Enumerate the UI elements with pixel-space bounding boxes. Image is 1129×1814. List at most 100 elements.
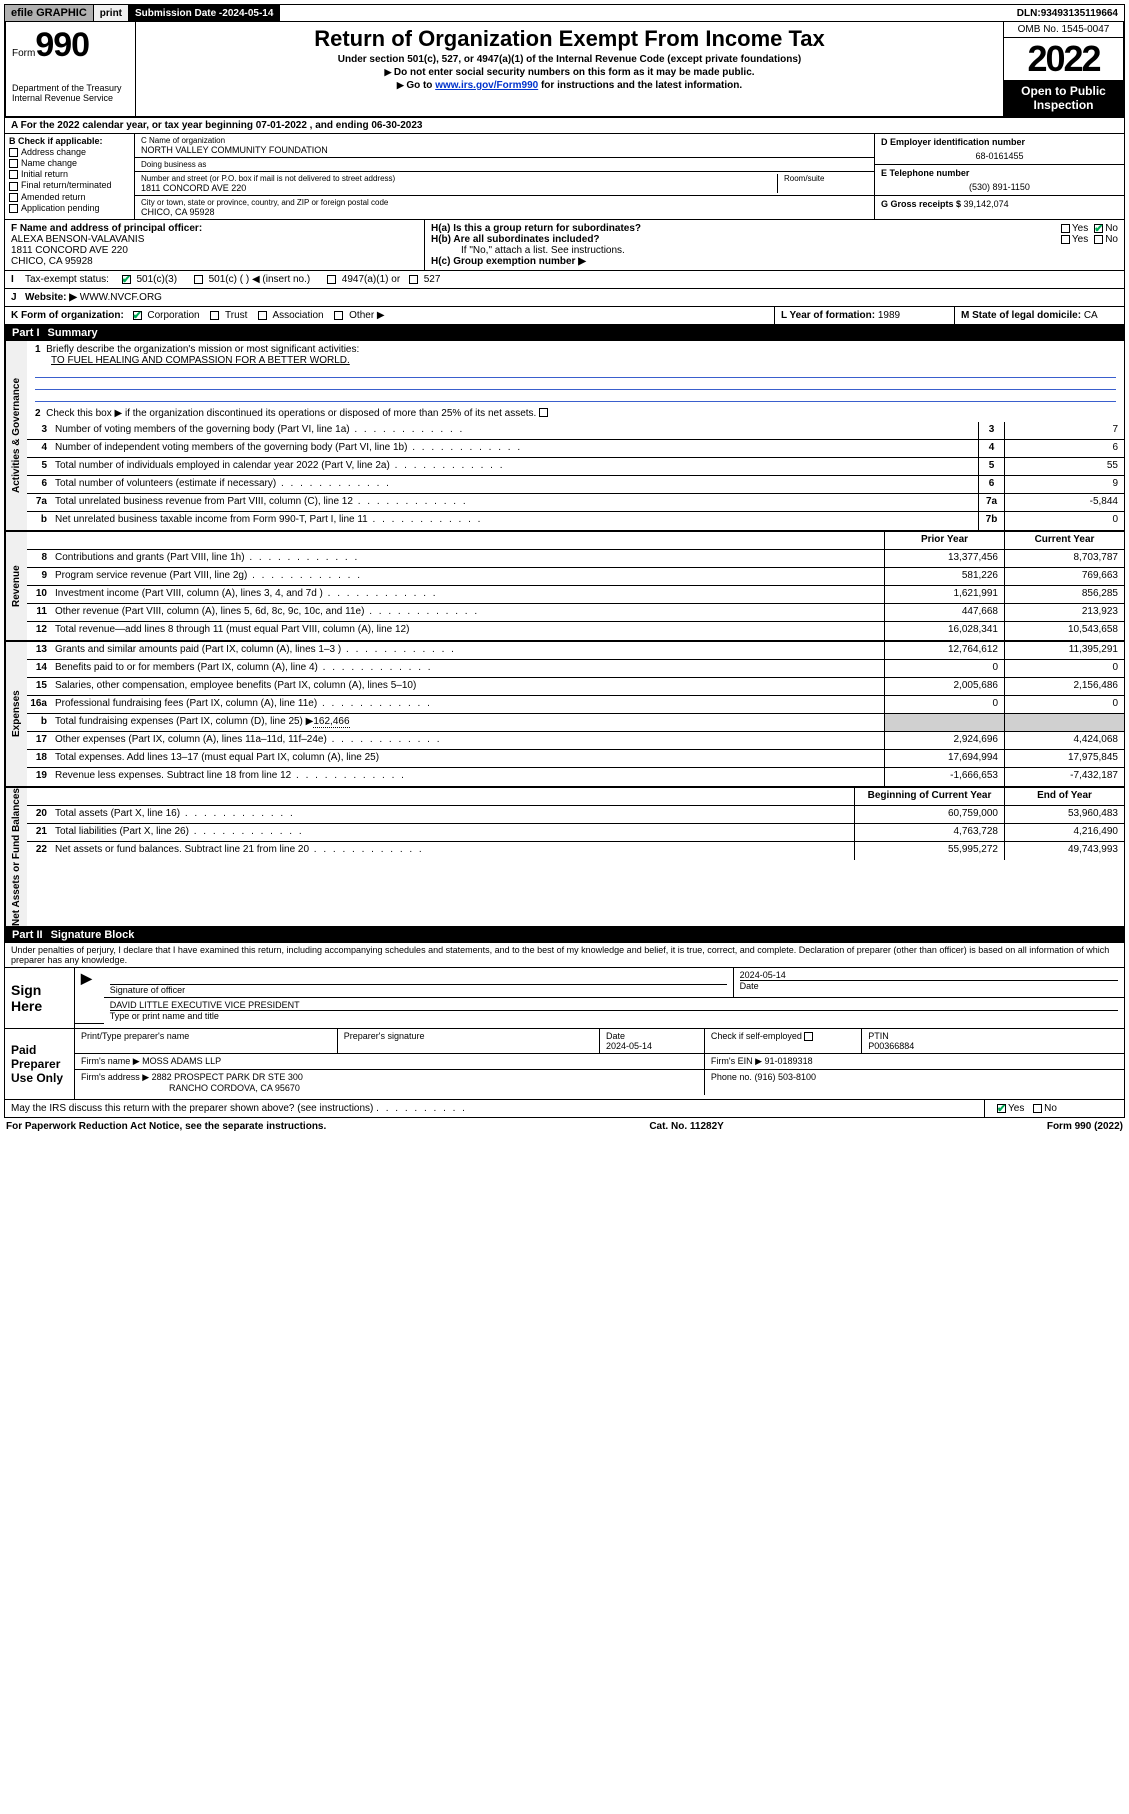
declaration-text: Under penalties of perjury, I declare th… [4, 943, 1125, 968]
form-number: 990 [35, 26, 89, 64]
v3: 7 [1004, 422, 1124, 439]
city-label: City or town, state or province, country… [141, 198, 868, 207]
i-label: Tax-exempt status: [25, 274, 109, 285]
i-501c3[interactable]: 501(c)(3) [136, 274, 177, 285]
b-final-return[interactable]: Final return/terminated [9, 180, 130, 190]
irs-link[interactable]: www.irs.gov/Form990 [435, 80, 538, 91]
k-trust[interactable]: Trust [225, 310, 247, 321]
part2-title: Signature Block [51, 929, 135, 941]
c21: 4,216,490 [1004, 824, 1124, 841]
hdr-prior: Prior Year [884, 532, 1004, 549]
room-label: Room/suite [784, 174, 868, 183]
p16b [884, 714, 1004, 731]
prep-date-hdr: Date [606, 1031, 625, 1041]
street-label: Number and street (or P.O. box if mail i… [141, 174, 771, 183]
l6: Total number of volunteers (estimate if … [51, 476, 978, 493]
form-title: Return of Organization Exempt From Incom… [144, 26, 995, 52]
c19: -7,432,187 [1004, 768, 1124, 786]
b-name-change[interactable]: Name change [9, 158, 130, 168]
l8: Contributions and grants (Part VIII, lin… [51, 550, 884, 567]
dept-label: Department of the Treasury Internal Reve… [12, 83, 129, 103]
j-label: Website: ▶ [25, 292, 77, 303]
c13: 11,395,291 [1004, 642, 1124, 659]
c15: 2,156,486 [1004, 678, 1124, 695]
hdr-curr: Current Year [1004, 532, 1124, 549]
v6: 9 [1004, 476, 1124, 493]
p10: 1,621,991 [884, 586, 1004, 603]
k-other[interactable]: Other ▶ [349, 310, 384, 321]
k-label: K Form of organization: [11, 310, 124, 321]
k-corp[interactable]: Corporation [147, 310, 199, 321]
dln-value: 93493135119664 [1041, 8, 1118, 19]
c9: 769,663 [1004, 568, 1124, 585]
line-2: 2 Check this box ▶ if the organization d… [27, 405, 1124, 422]
c16b [1004, 714, 1124, 731]
part1-summary: Activities & Governance 1 Briefly descri… [4, 341, 1125, 927]
side-activities: Activities & Governance [5, 341, 27, 530]
arrow-icon [75, 968, 104, 1023]
row-f-h: F Name and address of principal officer:… [4, 220, 1125, 271]
i-4947[interactable]: 4947(a)(1) or [342, 274, 400, 285]
v7b: 0 [1004, 512, 1124, 530]
part1-title: Summary [48, 327, 98, 339]
officer-addr2: CHICO, CA 95928 [11, 256, 418, 267]
i-501c[interactable]: 501(c) ( ) ◀ (insert no.) [209, 274, 311, 285]
hb-yesno[interactable]: YesNo [1055, 234, 1118, 245]
c-name-label: C Name of organization [141, 136, 868, 145]
b-address-change[interactable]: Address change [9, 147, 130, 157]
l5: Total number of individuals employed in … [51, 458, 978, 475]
hb-label: H(b) Are all subordinates included? [431, 234, 600, 245]
firm-phone: (916) 503-8100 [754, 1072, 816, 1082]
b-amended-return[interactable]: Amended return [9, 192, 130, 202]
box-l: L Year of formation: 1989 [774, 307, 954, 324]
ha-yesno[interactable]: YesNo [1055, 223, 1118, 234]
omb-number: OMB No. 1545-0047 [1004, 22, 1123, 38]
v4: 6 [1004, 440, 1124, 457]
sign-date-label: Date [740, 980, 1118, 991]
b-initial-return[interactable]: Initial return [9, 169, 130, 179]
street-value: 1811 CONCORD AVE 220 [141, 183, 771, 193]
part2-header: Part II Signature Block [4, 927, 1125, 943]
box-b: B Check if applicable: Address change Na… [5, 134, 135, 219]
phone-value: (530) 891-1150 [881, 182, 1118, 192]
header-right: OMB No. 1545-0047 2022 Open to Public In… [1003, 22, 1123, 116]
i-527[interactable]: 527 [424, 274, 441, 285]
v7a: -5,844 [1004, 494, 1124, 511]
f-label: F Name and address of principal officer: [11, 223, 418, 234]
b-application-pending[interactable]: Application pending [9, 203, 130, 213]
row-i: ITax-exempt status: 501(c)(3) 501(c) ( )… [4, 271, 1125, 289]
firm-ein-label: Firm's EIN ▶ [711, 1056, 765, 1066]
side-revenue: Revenue [5, 532, 27, 640]
c11: 213,923 [1004, 604, 1124, 621]
line-a: A For the 2022 calendar year, or tax yea… [4, 118, 1125, 134]
sig-officer-label: Signature of officer [110, 984, 727, 995]
side-netassets: Net Assets or Fund Balances [5, 788, 27, 926]
l10: Investment income (Part VIII, column (A)… [51, 586, 884, 603]
l9: Program service revenue (Part VIII, line… [51, 568, 884, 585]
may-discuss-yesno[interactable]: Yes No [984, 1100, 1124, 1117]
hdr-end: End of Year [1004, 788, 1124, 805]
mission-text: TO FUEL HEALING AND COMPASSION FOR A BET… [35, 355, 350, 366]
self-employed: Check if self-employed [711, 1031, 802, 1041]
ptin-val: P00366884 [868, 1041, 914, 1051]
print-button[interactable]: print [94, 5, 129, 21]
hdr-beg: Beginning of Current Year [854, 788, 1004, 805]
p20: 60,759,000 [854, 806, 1004, 823]
p15: 2,005,686 [884, 678, 1004, 695]
c16a: 0 [1004, 696, 1124, 713]
sign-date: 2024-05-14 [740, 970, 1118, 980]
subtitle-2: Do not enter social security numbers on … [144, 67, 995, 78]
dln: DLN: 93493135119664 [1011, 5, 1124, 21]
firm-phone-label: Phone no. [711, 1072, 755, 1082]
g-label: G Gross receipts $ [881, 199, 964, 209]
l13: Grants and similar amounts paid (Part IX… [51, 642, 884, 659]
c17: 4,424,068 [1004, 732, 1124, 749]
firm-addr-label: Firm's address ▶ [81, 1072, 152, 1082]
l21: Total liabilities (Part X, line 26) [51, 824, 854, 841]
sign-block: Sign Here Signature of officer 2024-05-1… [4, 968, 1125, 1029]
p9: 581,226 [884, 568, 1004, 585]
row-klm: K Form of organization: Corporation Trus… [4, 307, 1125, 325]
side-expenses: Expenses [5, 642, 27, 786]
k-assoc[interactable]: Association [272, 310, 323, 321]
box-h: H(a) Is this a group return for subordin… [425, 220, 1124, 270]
